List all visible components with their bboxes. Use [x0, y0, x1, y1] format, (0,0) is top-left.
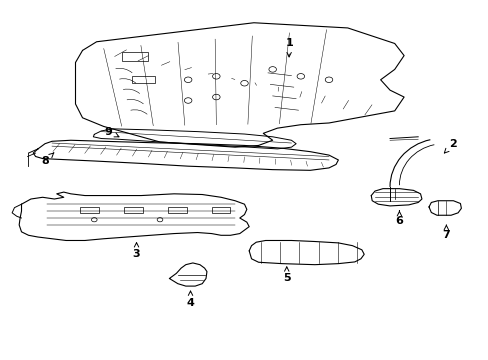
- Text: 4: 4: [186, 291, 194, 308]
- Text: 6: 6: [395, 211, 403, 226]
- Text: 9: 9: [104, 127, 119, 137]
- Text: 7: 7: [442, 225, 449, 240]
- Bar: [211, 207, 230, 213]
- Bar: [124, 207, 142, 213]
- Text: 2: 2: [444, 139, 456, 153]
- Text: 8: 8: [41, 153, 54, 166]
- Bar: [122, 52, 148, 61]
- Text: 5: 5: [283, 267, 290, 283]
- Bar: [80, 207, 99, 213]
- Bar: [132, 76, 155, 83]
- Text: 1: 1: [285, 39, 292, 57]
- Text: 3: 3: [132, 243, 140, 259]
- Bar: [167, 207, 186, 213]
